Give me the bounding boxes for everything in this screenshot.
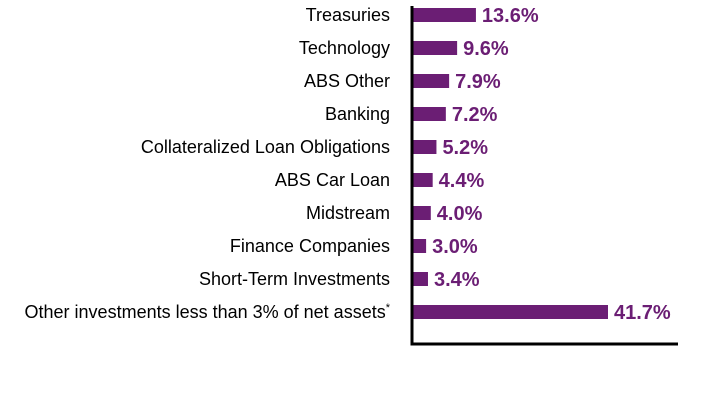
category-label: Other investments less than 3% of net as…	[25, 302, 391, 322]
bar-4	[412, 140, 437, 154]
bar-0	[412, 8, 476, 22]
footnote-mark: *	[386, 302, 391, 314]
category-label: ABS Car Loan	[275, 170, 390, 190]
bar-5	[412, 173, 433, 187]
category-label: Midstream	[306, 203, 390, 223]
value-label: 7.9%	[455, 71, 501, 93]
value-label: 9.6%	[463, 38, 509, 60]
value-label: 5.2%	[442, 137, 488, 159]
value-label: 7.2%	[452, 104, 498, 126]
bar-3	[412, 107, 446, 121]
category-label: ABS Other	[304, 71, 390, 91]
category-label: Short-Term Investments	[199, 269, 390, 289]
value-label: 3.4%	[434, 269, 480, 291]
bar-8	[412, 272, 428, 286]
labels-layer: Treasuries 13.6% Technology 9.6% ABS Other 7.…	[25, 5, 671, 324]
bar-2	[412, 74, 450, 88]
value-label: 41.7%	[614, 302, 671, 324]
category-label: Treasuries	[306, 5, 390, 25]
bar-7	[412, 239, 427, 253]
category-label: Collateralized Loan Obligations	[141, 137, 390, 157]
category-label: Finance Companies	[230, 236, 390, 256]
value-label: 4.0%	[437, 203, 483, 225]
bars-layer	[412, 8, 608, 319]
bar-6	[412, 206, 431, 220]
bar-9	[412, 305, 608, 319]
category-label: Technology	[299, 38, 390, 58]
category-label: Banking	[325, 104, 390, 124]
bar-1	[412, 41, 458, 55]
value-label: 4.4%	[439, 170, 485, 192]
value-label: 13.6%	[482, 5, 539, 27]
value-label: 3.0%	[432, 236, 478, 258]
